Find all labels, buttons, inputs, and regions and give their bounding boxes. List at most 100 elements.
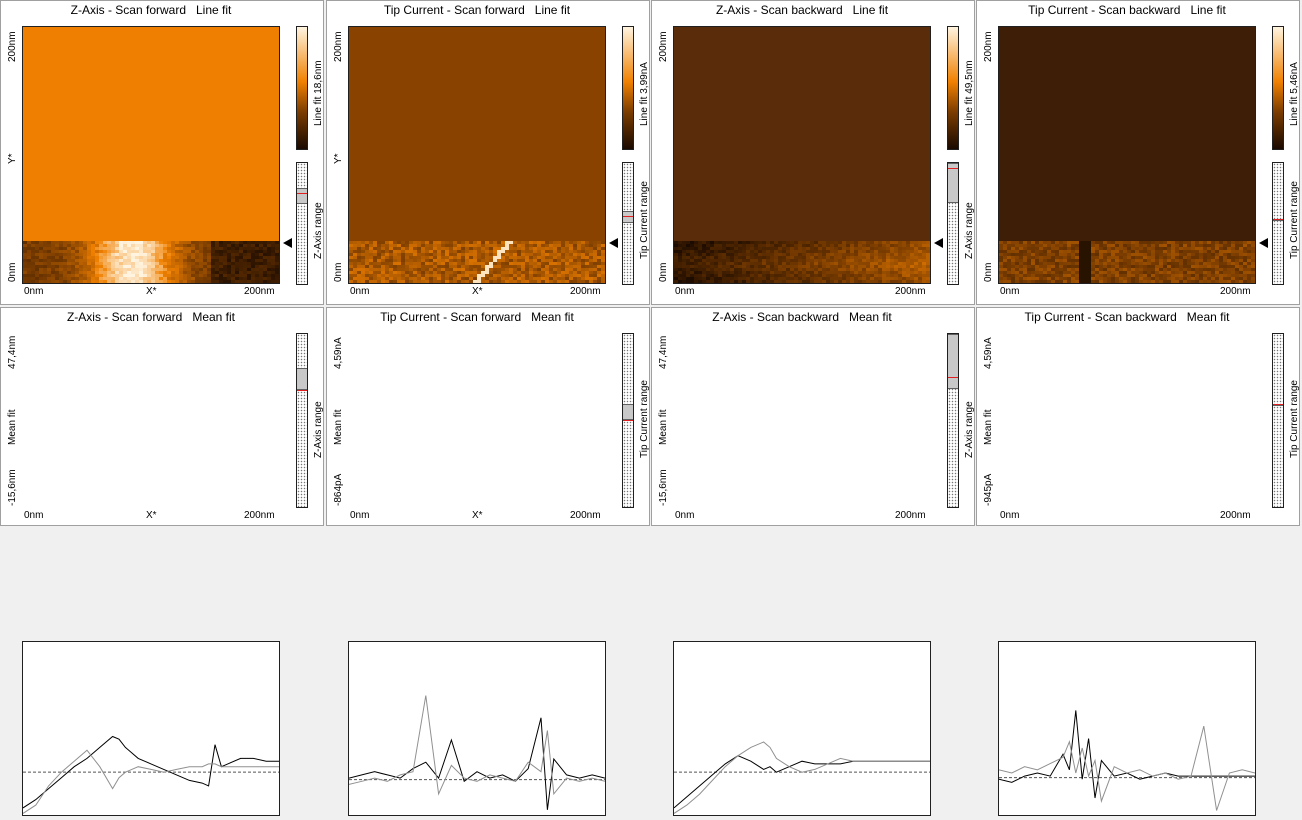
range-selection[interactable] xyxy=(623,404,633,420)
image-panel: Z-Axis - Scan backward Line fit 200nm 0nm 0… xyxy=(651,0,975,305)
x-axis-title: X* xyxy=(146,286,157,297)
range-selection[interactable] xyxy=(297,368,307,390)
range-marker xyxy=(948,168,958,169)
colorbar-label: Line fit 3,99nA xyxy=(639,62,650,126)
range-selection[interactable] xyxy=(948,334,958,389)
y-axis-bottom-label: -864pA xyxy=(333,474,344,506)
x-axis-right-label: 200nm xyxy=(895,286,926,297)
profile-plot[interactable] xyxy=(998,641,1256,816)
panel-title: Tip Current - Scan backward Line fit xyxy=(977,3,1277,17)
profile-plot[interactable] xyxy=(22,641,280,816)
range-selection[interactable] xyxy=(297,188,307,204)
colorbar-label: Line fit 49,5nm xyxy=(964,60,975,126)
panel-title: Z-Axis - Scan forward Line fit xyxy=(1,3,301,17)
y-axis-title: Y* xyxy=(333,153,344,164)
range-marker xyxy=(623,216,633,217)
y-axis-bottom-label: 0nm xyxy=(658,263,669,282)
panel-title: Tip Current - Scan backward Mean fit xyxy=(977,310,1277,324)
scan-image[interactable] xyxy=(673,26,931,284)
range-label: Z-Axis range xyxy=(313,202,324,259)
image-panel: Z-Axis - Scan forward Line fit 200nm Y* 0nm… xyxy=(0,0,324,305)
x-axis-left-label: 0nm xyxy=(24,510,43,521)
profile-plot[interactable] xyxy=(673,641,931,816)
scan-image[interactable] xyxy=(348,26,606,284)
scan-band xyxy=(349,241,605,283)
y-axis-top-label: 200nm xyxy=(7,31,18,62)
range-label: Tip Current range xyxy=(1289,380,1300,458)
range-slider[interactable] xyxy=(947,333,959,508)
range-slider[interactable] xyxy=(622,333,634,508)
y-axis-top-label: 4,59nA xyxy=(983,337,994,369)
range-marker xyxy=(948,377,958,378)
y-axis-bottom-label: -15,6nm xyxy=(658,469,669,506)
profile-svg xyxy=(349,642,605,815)
panel-title: Z-Axis - Scan backward Mean fit xyxy=(652,310,952,324)
x-axis-left-label: 0nm xyxy=(350,510,369,521)
panel-title: Z-Axis - Scan forward Mean fit xyxy=(1,310,301,324)
scan-image[interactable] xyxy=(22,26,280,284)
range-label: Tip Current range xyxy=(639,380,650,458)
scan-position-marker[interactable] xyxy=(283,238,292,248)
range-marker xyxy=(1273,219,1283,220)
panel-title: Tip Current - Scan forward Line fit xyxy=(327,3,627,17)
backward-trace-line xyxy=(999,726,1255,810)
y-axis-bottom-label: 0nm xyxy=(333,263,344,282)
x-axis-left-label: 0nm xyxy=(24,286,43,297)
scan-position-marker[interactable] xyxy=(609,238,618,248)
range-marker xyxy=(297,193,307,194)
range-label: Tip Current range xyxy=(1289,181,1300,259)
x-axis-title: X* xyxy=(472,286,483,297)
profile-plot[interactable] xyxy=(348,641,606,816)
scan-image-svg xyxy=(23,27,279,283)
x-axis-right-label: 200nm xyxy=(895,510,926,521)
forward-trace-line xyxy=(674,756,930,808)
profile-panel: Tip Current - Scan forward Mean fit 4,59n… xyxy=(326,307,650,526)
range-slider[interactable] xyxy=(1272,162,1284,285)
range-slider[interactable] xyxy=(622,162,634,285)
range-slider[interactable] xyxy=(1272,333,1284,508)
range-marker xyxy=(623,420,633,421)
y-axis-top-label: 200nm xyxy=(333,31,344,62)
profile-svg xyxy=(23,642,279,815)
profile-panel: Tip Current - Scan backward Mean fit 4,59… xyxy=(976,307,1300,526)
y-axis-title: Mean fit xyxy=(983,409,994,445)
profile-svg xyxy=(999,642,1255,815)
range-slider[interactable] xyxy=(947,162,959,285)
x-axis-left-label: 0nm xyxy=(1000,510,1019,521)
forward-trace-line xyxy=(999,710,1255,798)
colorbar xyxy=(947,26,959,150)
range-label: Z-Axis range xyxy=(964,202,975,259)
range-selection[interactable] xyxy=(623,211,633,223)
scan-position-marker[interactable] xyxy=(934,238,943,248)
x-axis-right-label: 200nm xyxy=(244,286,275,297)
backward-trace-line xyxy=(23,750,279,813)
image-panel: Tip Current - Scan forward Line fit 200nm… xyxy=(326,0,650,305)
x-axis-right-label: 200nm xyxy=(1220,510,1251,521)
range-label: Z-Axis range xyxy=(313,401,324,458)
y-axis-bottom-label: -15,6nm xyxy=(7,469,18,506)
x-axis-title: X* xyxy=(146,510,157,521)
x-axis-right-label: 200nm xyxy=(570,286,601,297)
scan-image[interactable] xyxy=(998,26,1256,284)
y-axis-top-label: 4,59nA xyxy=(333,337,344,369)
y-axis-bottom-label: 0nm xyxy=(983,263,994,282)
forward-trace-line xyxy=(349,718,605,810)
range-slider[interactable] xyxy=(296,333,308,508)
scan-position-marker[interactable] xyxy=(1259,238,1268,248)
y-axis-bottom-label: 0nm xyxy=(7,263,18,282)
y-axis-title: Mean fit xyxy=(7,409,18,445)
x-axis-left-label: 0nm xyxy=(350,286,369,297)
range-selection[interactable] xyxy=(948,163,958,203)
range-marker xyxy=(297,390,307,391)
scanned-area xyxy=(999,27,1255,241)
scan-band xyxy=(23,241,279,283)
range-slider[interactable] xyxy=(296,162,308,285)
image-panel: Tip Current - Scan backward Line fit 200n… xyxy=(976,0,1300,305)
colorbar xyxy=(622,26,634,150)
x-axis-right-label: 200nm xyxy=(1220,286,1251,297)
y-axis-title: Mean fit xyxy=(333,409,344,445)
y-axis-top-label: 47,4nm xyxy=(7,336,18,369)
scan-image-svg xyxy=(999,27,1255,283)
y-axis-title: Mean fit xyxy=(658,409,669,445)
y-axis-bottom-label: -945pA xyxy=(983,474,994,506)
